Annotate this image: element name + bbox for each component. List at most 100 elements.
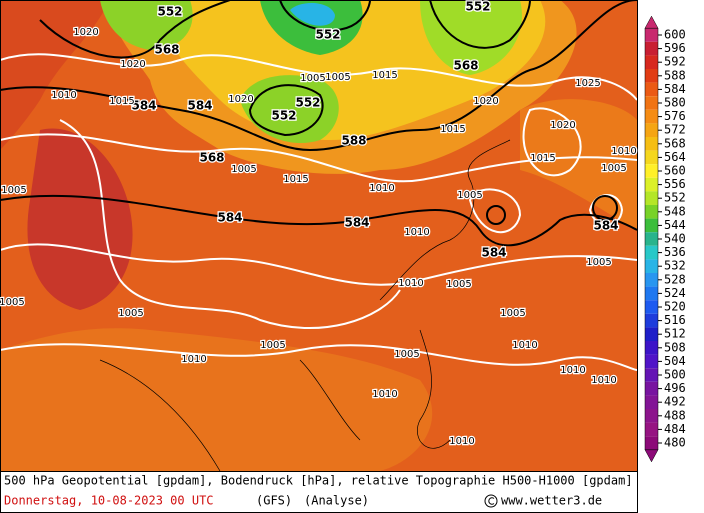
footer-date: Donnerstag, 10-08-2023 00 UTC [4, 494, 214, 508]
colorbar-label: 560 [664, 164, 686, 178]
geopotential-label: 584 [481, 246, 506, 260]
isobar-label: 1010 [404, 227, 429, 238]
geopotential-label: 568 [154, 43, 179, 57]
geopotential-label: 584 [344, 216, 369, 230]
colorbar-label: 552 [664, 191, 686, 205]
colorbar-swatch [645, 300, 658, 314]
isobar-label: 1005 [586, 257, 611, 268]
colorbar-swatch [645, 164, 658, 178]
footer-description: 500 hPa Geopotential [gpdam], Bodendruck… [4, 474, 633, 488]
geopotential-label: 552 [271, 109, 296, 123]
isobar-label: 1020 [473, 96, 498, 107]
colorbar-swatch [645, 354, 658, 369]
colorbar-label: 536 [664, 245, 686, 259]
isobar-label: 1010 [591, 375, 616, 386]
isobar-label: 1005 [1, 185, 26, 196]
geopotential-label: 584 [131, 99, 156, 113]
isobar-label: 1005 [601, 163, 626, 174]
colorbar-swatch [645, 422, 658, 437]
isobar-label: 1015 [372, 70, 397, 81]
geopotential-label: 552 [295, 96, 320, 110]
colorbar-swatch [645, 395, 658, 409]
colorbar-swatch [645, 150, 658, 165]
footer-run: (Analyse) [304, 494, 369, 508]
colorbar-swatch [645, 232, 658, 246]
colorbar-label: 568 [664, 136, 686, 150]
geopotential-label: 588 [341, 134, 366, 148]
colorbar-swatch [645, 327, 658, 341]
colorbar-swatch [645, 245, 658, 260]
colorbar-label: 516 [664, 313, 686, 327]
colorbar-swatch [645, 123, 658, 137]
colorbar-swatch [645, 55, 658, 69]
colorbar-label: 576 [664, 109, 686, 123]
colorbar-swatch [645, 109, 658, 124]
isobar-label: 1005 [325, 72, 350, 83]
colorbar-swatch [645, 137, 658, 151]
geopotential-label: 552 [315, 28, 340, 42]
isobar-label: 1010 [181, 354, 206, 365]
geopotential-label: 568 [199, 151, 224, 165]
isobar-label: 1010 [51, 90, 76, 101]
colorbar-label: 572 [664, 123, 686, 137]
isobar-label: 1020 [550, 120, 575, 131]
colorbar-swatch [645, 286, 658, 301]
colorbar-label: 488 [664, 408, 686, 422]
isobar-label: 1005 [300, 73, 325, 84]
colorbar-swatch [645, 177, 658, 192]
coastlines [99, 139, 511, 472]
isobar-label: 1005 [118, 308, 143, 319]
colorbar-label: 580 [664, 96, 686, 110]
colorbar-swatch [645, 218, 658, 233]
isobar-label: 1010 [611, 146, 636, 157]
colorbar-label: 484 [664, 422, 686, 436]
map-field [0, 0, 637, 471]
colorbar-label: 500 [664, 368, 686, 382]
colorbar-label: 596 [664, 41, 686, 55]
footer-site: www.wetter3.de [501, 494, 602, 508]
colorbar-label: 520 [664, 300, 686, 314]
isobar-label: 1010 [449, 436, 474, 447]
isobars [0, 53, 638, 371]
colorbar-frame [644, 27, 659, 451]
colorbar-label: 512 [664, 327, 686, 341]
colorbar-label: 564 [664, 150, 686, 164]
isobar-label: 1010 [560, 365, 585, 376]
isobar-label: 1005 [500, 308, 525, 319]
colorbar-swatch [645, 259, 658, 273]
isobar-label: 1010 [369, 183, 394, 194]
isobar-label: 1020 [73, 27, 98, 38]
isobar-label: 1015 [440, 124, 465, 135]
footer-frame [0, 471, 638, 513]
isobar-label: 1005 [446, 279, 471, 290]
colorbar-swatch [645, 368, 658, 382]
isobar-label: 1010 [398, 278, 423, 289]
geopotential-label: 552 [157, 5, 182, 19]
colorbar-swatch [645, 341, 658, 355]
geopotential-label: 584 [593, 219, 618, 233]
colorbar-swatch [645, 191, 658, 205]
colorbar-swatch [645, 69, 658, 83]
colorbar-label: 492 [664, 395, 686, 409]
copyright-icon [488, 497, 495, 505]
colorbar-label: 540 [664, 232, 686, 246]
geopotential-label: 584 [187, 99, 212, 113]
isobar-label: 1025 [575, 78, 600, 89]
colorbar-label: 528 [664, 272, 686, 286]
colorbar-swatch [645, 381, 658, 396]
colorbar-swatch [645, 28, 658, 42]
isobar-label: 1020 [120, 59, 145, 70]
footer-model: (GFS) [256, 494, 292, 508]
isobar-label: 1015 [283, 174, 308, 185]
isobar-label: 1020 [228, 94, 253, 105]
colorbar-label: 592 [664, 55, 686, 69]
colorbar-label: 588 [664, 68, 686, 82]
isobar-label: 1005 [457, 190, 482, 201]
colorbar-label: 556 [664, 177, 686, 191]
isobar-label: 1015 [530, 153, 555, 164]
colorbar-swatch [645, 205, 658, 219]
geopotential-label: 552 [465, 0, 490, 14]
